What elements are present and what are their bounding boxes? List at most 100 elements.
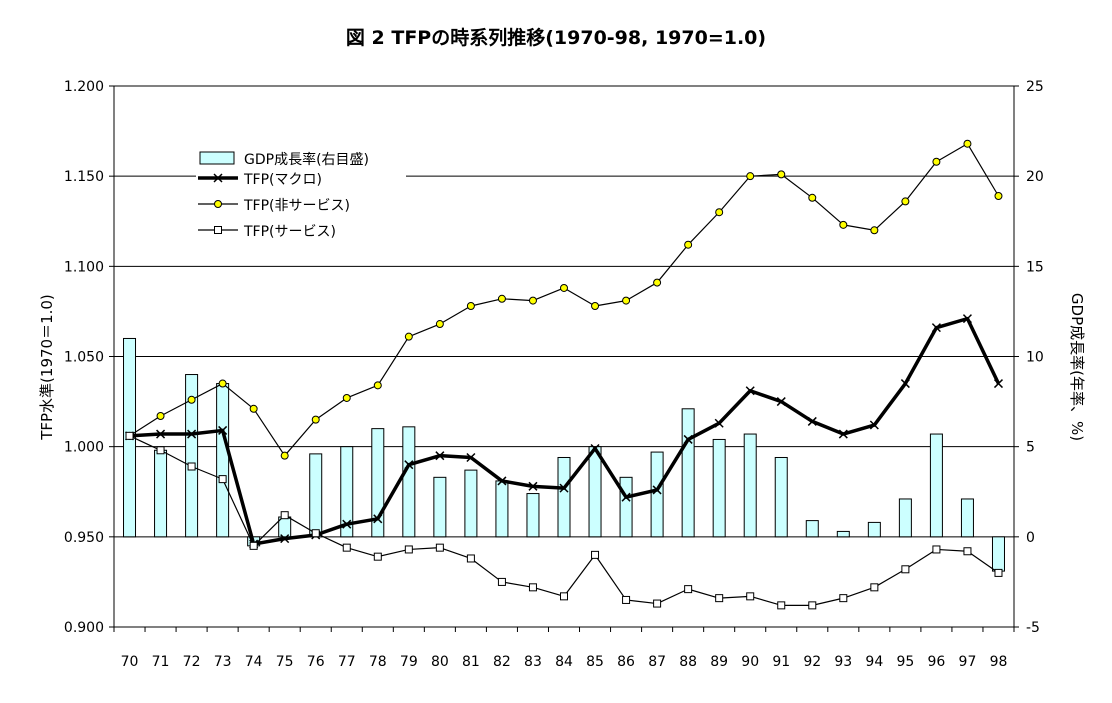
tfp-nonservice-point: [715, 208, 724, 217]
tfp-nonservice-point: [404, 332, 413, 341]
y-left-tick-label: 1.200: [64, 79, 104, 95]
tfp-nonservice-point: [435, 320, 444, 329]
tfp-nonservice-point: [901, 197, 910, 206]
tfp-service-point: [125, 431, 134, 440]
tfp-nonservice-point: [466, 302, 475, 311]
gdp-bar: [154, 449, 168, 538]
legend-label-gdp: GDP成長率(右目盛): [244, 151, 369, 168]
tfp-macro-point: [838, 429, 848, 439]
axes: 0.900 0.950 1.000 1.050 1.100 1.150 1.200 -5 0 5 1…: [64, 79, 1044, 670]
y-right-tick-label: 0: [1026, 530, 1035, 546]
tfp-service-point: [249, 541, 258, 550]
tfp-nonservice-point: [653, 278, 662, 287]
y-right-tick-label: 20: [1026, 169, 1044, 185]
tfp-nonservice-point: [808, 193, 817, 202]
tfp-service-point: [528, 583, 537, 592]
marker-stroke: [807, 416, 817, 426]
gdp-bar: [650, 451, 664, 538]
tfp-service-point: [497, 577, 506, 586]
tfp-service-point: [280, 511, 289, 520]
marker-stroke: [590, 443, 600, 454]
marker-stroke: [187, 429, 197, 439]
y-right-tick-label: 10: [1026, 350, 1044, 366]
legend-swatch-gdp: [199, 151, 235, 165]
gdp-bars: [123, 337, 1005, 572]
tfp-macro-point: [280, 534, 290, 544]
x-tick-label: 77: [338, 654, 356, 670]
x-tick-label: 90: [741, 654, 759, 670]
tfp-service-point: [218, 475, 227, 484]
tfp-service-point: [435, 543, 444, 552]
gdp-bar: [960, 498, 974, 538]
marker-stroke: [776, 397, 786, 407]
tfp-macro-point: [559, 483, 569, 493]
tfp-nonservice-point: [870, 226, 879, 235]
gdp-bar: [402, 426, 416, 538]
y-left-tick-label: 1.050: [64, 350, 104, 366]
marker-stroke: [156, 429, 166, 439]
tfp-macro-point: [466, 452, 476, 463]
tfp-service-point: [808, 601, 817, 610]
gdp-bar: [309, 453, 323, 538]
x-tick-label: 92: [803, 654, 821, 670]
tfp-nonservice-point: [280, 451, 289, 460]
tfp-service-point: [870, 583, 879, 592]
tfp-service-point: [187, 462, 196, 471]
x-tick-label: 75: [276, 654, 294, 670]
tfp-nonservice-point: [218, 379, 227, 388]
y-right-label: GDP成長率(年率、%): [1068, 293, 1086, 441]
marker-stroke: [342, 519, 352, 529]
x-tick-label: 91: [772, 654, 790, 670]
tfp-macro-point: [807, 416, 817, 426]
tfp-nonservice-point: [311, 415, 320, 424]
x-tick-label: 79: [400, 654, 418, 670]
tfp-lines: [124, 139, 1004, 610]
tfp-service-point: [373, 552, 382, 561]
tfp-service-point: [746, 592, 755, 601]
tfp-macro-point: [869, 420, 879, 430]
y-right-tick-label: 15: [1026, 259, 1044, 275]
tfp-macro-point: [714, 418, 724, 428]
tfp-nonservice-point: [342, 393, 351, 402]
tfp-service-point: [994, 568, 1003, 577]
tfp-nonservice-point: [528, 296, 537, 305]
x-tick-label: 78: [369, 654, 387, 670]
y-right-tick-label: -5: [1026, 620, 1040, 636]
x-tick-label: 73: [214, 654, 232, 670]
tfp-service-point: [156, 446, 165, 455]
tfp-macro-point: [993, 379, 1004, 389]
tfp-macro-point: [683, 434, 693, 444]
marker-stroke: [404, 460, 414, 470]
tfp-nonservice-point: [746, 172, 755, 181]
y-left-tick-label: 1.000: [64, 440, 104, 456]
tfp-macro-point: [404, 460, 414, 470]
gdp-bar: [836, 530, 850, 538]
marker-stroke: [652, 485, 662, 495]
y-left-tick-label: 1.100: [64, 259, 104, 275]
tfp-macro-point: [218, 425, 228, 435]
marker-stroke: [931, 323, 941, 333]
tfp-service-point: [342, 543, 351, 552]
gdp-bar: [371, 428, 385, 538]
tfp-service-point: [560, 592, 568, 601]
tfp-nonservice-point: [214, 200, 222, 208]
gdp-bar: [495, 480, 509, 538]
tfp-nonservice-point: [994, 192, 1003, 201]
tfp-service-point: [777, 601, 786, 610]
marker-stroke: [213, 173, 223, 183]
tfp-nonservice-point: [622, 296, 631, 305]
tfp-macro-point: [187, 429, 197, 439]
tfp-nonservice-point: [932, 157, 941, 166]
tfp-macro-point: [745, 386, 755, 396]
marker-stroke: [528, 481, 538, 491]
gdp-bar: [805, 520, 819, 538]
tfp-nonservice-point: [156, 412, 165, 421]
tfp-service-point: [715, 594, 724, 603]
tfp-macro-point: [776, 397, 786, 407]
gdp-bar: [743, 433, 757, 538]
gdp-bar: [185, 374, 199, 538]
x-tick-label: 74: [245, 654, 263, 670]
tfp-service-point: [901, 565, 910, 574]
tfp-service-point: [653, 599, 662, 608]
